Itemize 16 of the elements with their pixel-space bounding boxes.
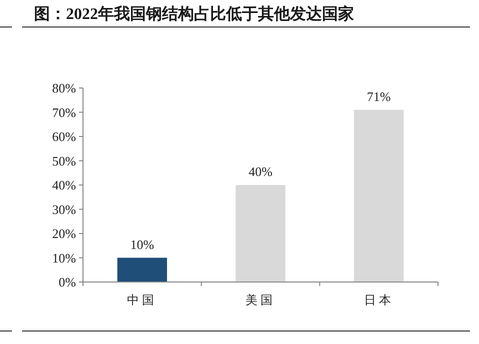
x-tick-label: 日本 xyxy=(364,293,394,307)
data-label: 10% xyxy=(130,236,154,252)
y-tick-label: 80% xyxy=(52,80,76,96)
data-label: 40% xyxy=(248,164,273,179)
y-tick-label: 30% xyxy=(52,202,76,217)
y-tick-label: 70% xyxy=(52,104,76,120)
y-tick-label: 20% xyxy=(52,226,76,241)
y-tick-label: 10% xyxy=(52,250,76,266)
y-tick-label: 40% xyxy=(52,178,76,192)
y-tick-label: 60% xyxy=(52,129,76,144)
y-tick-label: 0% xyxy=(58,274,76,290)
chart-title: 图：2022年我国钢结构占比低于其他发达国家 xyxy=(34,4,354,23)
data-label: 71% xyxy=(366,88,391,104)
x-tick-label: 美国 xyxy=(246,293,276,307)
y-tick-label: 50% xyxy=(52,153,76,168)
x-tick-label: 中国 xyxy=(127,293,158,307)
